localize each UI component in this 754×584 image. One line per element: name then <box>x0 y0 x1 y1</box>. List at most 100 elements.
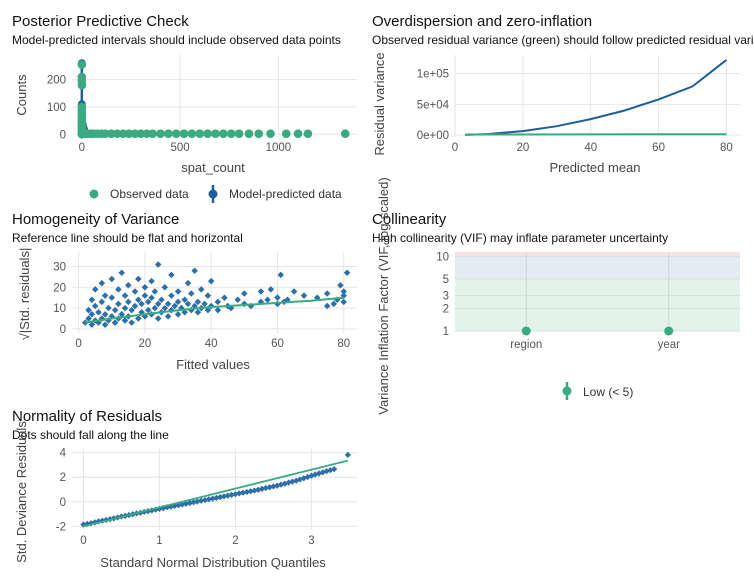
homogeneity-reference-line <box>85 296 344 324</box>
overdispersion-ytick-label: 0e+00 <box>417 130 449 142</box>
homogeneity-point <box>154 300 162 308</box>
ppc-ytick-label: 100 <box>47 102 66 114</box>
homogeneity-xtick-label: 40 <box>205 338 218 350</box>
homogeneity-ytick-label: 20 <box>53 282 66 294</box>
homogeneity-xtick-label: 60 <box>271 338 284 350</box>
homogeneity-point <box>174 311 182 318</box>
homogeneity-point <box>138 300 145 308</box>
ppc-legend-observed: Observed data <box>110 187 189 201</box>
ppc-observed-point <box>234 129 244 139</box>
homogeneity-point <box>274 294 281 301</box>
homogeneity-point <box>340 298 347 306</box>
homogeneity-point <box>277 271 285 279</box>
ppc-observed-point <box>101 129 110 139</box>
ppc-observed-point <box>156 129 165 139</box>
homogeneity-point <box>221 294 228 301</box>
normality-ticks: 0 1 2 3 -2 0 2 4 <box>56 448 315 547</box>
collinearity-ytick-label: 10 <box>436 252 449 264</box>
homogeneity-point <box>197 286 205 293</box>
homogeneity-point <box>151 288 159 295</box>
normality-xtick-label: 1 <box>156 535 162 547</box>
normality-point <box>344 451 352 458</box>
homogeneity-point <box>323 302 331 310</box>
homogeneity-point <box>148 277 155 285</box>
ppc-observed-point <box>112 129 122 139</box>
homogeneity-point <box>340 288 348 295</box>
overdispersion-xtick-label: 0 <box>452 142 458 154</box>
overdispersion-ylabel: Residual variance <box>372 52 387 155</box>
normality-title: Normality of Residuals <box>12 408 162 425</box>
normality-ytick-label: 0 <box>60 497 66 509</box>
overdispersion-ytick-label: 5e+04 <box>417 99 450 111</box>
normality-marks <box>80 451 352 528</box>
homogeneity-ytick-label: 30 <box>53 262 66 274</box>
ppc-ytick-label: 200 <box>47 75 66 87</box>
collinearity-xtick-label: region <box>510 339 542 351</box>
collinearity-zone-low <box>455 278 740 331</box>
ppc-xtick-label: 1000 <box>266 142 292 154</box>
ppc-observed-point <box>124 129 134 139</box>
collinearity-legend: Low (< 5) <box>562 382 633 400</box>
homogeneity-point <box>108 294 116 301</box>
homogeneity-point <box>194 308 202 316</box>
homogeneity-point <box>161 284 169 291</box>
ppc-observed-point <box>77 72 87 82</box>
homogeneity-point <box>131 288 139 295</box>
collinearity-point-year <box>664 326 674 336</box>
homogeneity-subtitle: Reference line should be flat and horizo… <box>12 231 243 245</box>
collinearity-ticks: region year 1 2 3 5 10 <box>436 252 680 351</box>
overdispersion-marks <box>465 59 728 136</box>
collinearity-ytick-label: 3 <box>443 290 449 302</box>
ppc-legend-observed-swatch <box>89 189 99 199</box>
ppc-observed-point <box>266 129 275 139</box>
overdispersion-line-predicted <box>465 59 728 136</box>
homogeneity-point <box>91 286 99 293</box>
homogeneity-ytick-label: 10 <box>53 303 66 315</box>
collinearity-zone-high <box>455 252 740 257</box>
overdispersion-xtick-label: 40 <box>584 142 597 154</box>
homogeneity-xlabel: Fitted values <box>176 357 250 372</box>
ppc-xtick-label: 0 <box>79 142 85 154</box>
panel-homogeneity: Homogeneity of Variance Reference line s… <box>12 211 357 372</box>
homogeneity-point <box>257 288 265 295</box>
homogeneity-point <box>144 306 152 314</box>
homogeneity-point <box>194 298 202 306</box>
homogeneity-point <box>158 296 165 304</box>
homogeneity-point <box>128 319 135 326</box>
homogeneity-point <box>267 286 275 293</box>
homogeneity-point <box>108 275 116 283</box>
overdispersion-subtitle: Observed residual variance (green) shoul… <box>372 33 754 47</box>
collinearity-point-region <box>521 326 531 336</box>
homogeneity-point <box>191 267 198 274</box>
panel-ppc: Posterior Predictive Check Model-predict… <box>12 13 357 203</box>
homogeneity-point <box>131 302 139 310</box>
panel-overdispersion: Overdispersion and zero-inflation Observ… <box>372 13 754 175</box>
homogeneity-point <box>214 298 222 306</box>
homogeneity-point <box>105 304 112 312</box>
homogeneity-point <box>85 306 92 314</box>
homogeneity-point <box>151 304 159 312</box>
homogeneity-point <box>290 288 298 295</box>
homogeneity-point <box>98 279 106 287</box>
homogeneity-point <box>234 296 241 304</box>
homogeneity-marks <box>82 261 351 328</box>
ppc-observed-point <box>171 129 181 139</box>
ppc-observed-point <box>164 129 173 139</box>
collinearity-zone-moderate <box>455 256 740 279</box>
homogeneity-point <box>154 315 162 322</box>
ppc-marks <box>77 59 350 139</box>
collinearity-xtick-label: year <box>658 339 681 351</box>
ppc-ylabel: Counts <box>14 74 29 116</box>
homogeneity-point <box>323 290 331 297</box>
homogeneity-point <box>141 284 149 291</box>
ppc-grid <box>72 55 357 137</box>
ppc-title: Posterior Predictive Check <box>12 13 189 30</box>
homogeneity-point <box>95 308 102 316</box>
homogeneity-point <box>118 311 125 318</box>
normality-xtick-label: 3 <box>308 535 314 547</box>
normality-ytick-label: 4 <box>60 448 67 460</box>
homogeneity-point <box>128 306 135 314</box>
ppc-ticks: 0 500 1000 0 100 200 <box>47 75 291 154</box>
overdispersion-xtick-label: 20 <box>516 142 529 154</box>
ppc-xtick-label: 500 <box>171 142 190 154</box>
